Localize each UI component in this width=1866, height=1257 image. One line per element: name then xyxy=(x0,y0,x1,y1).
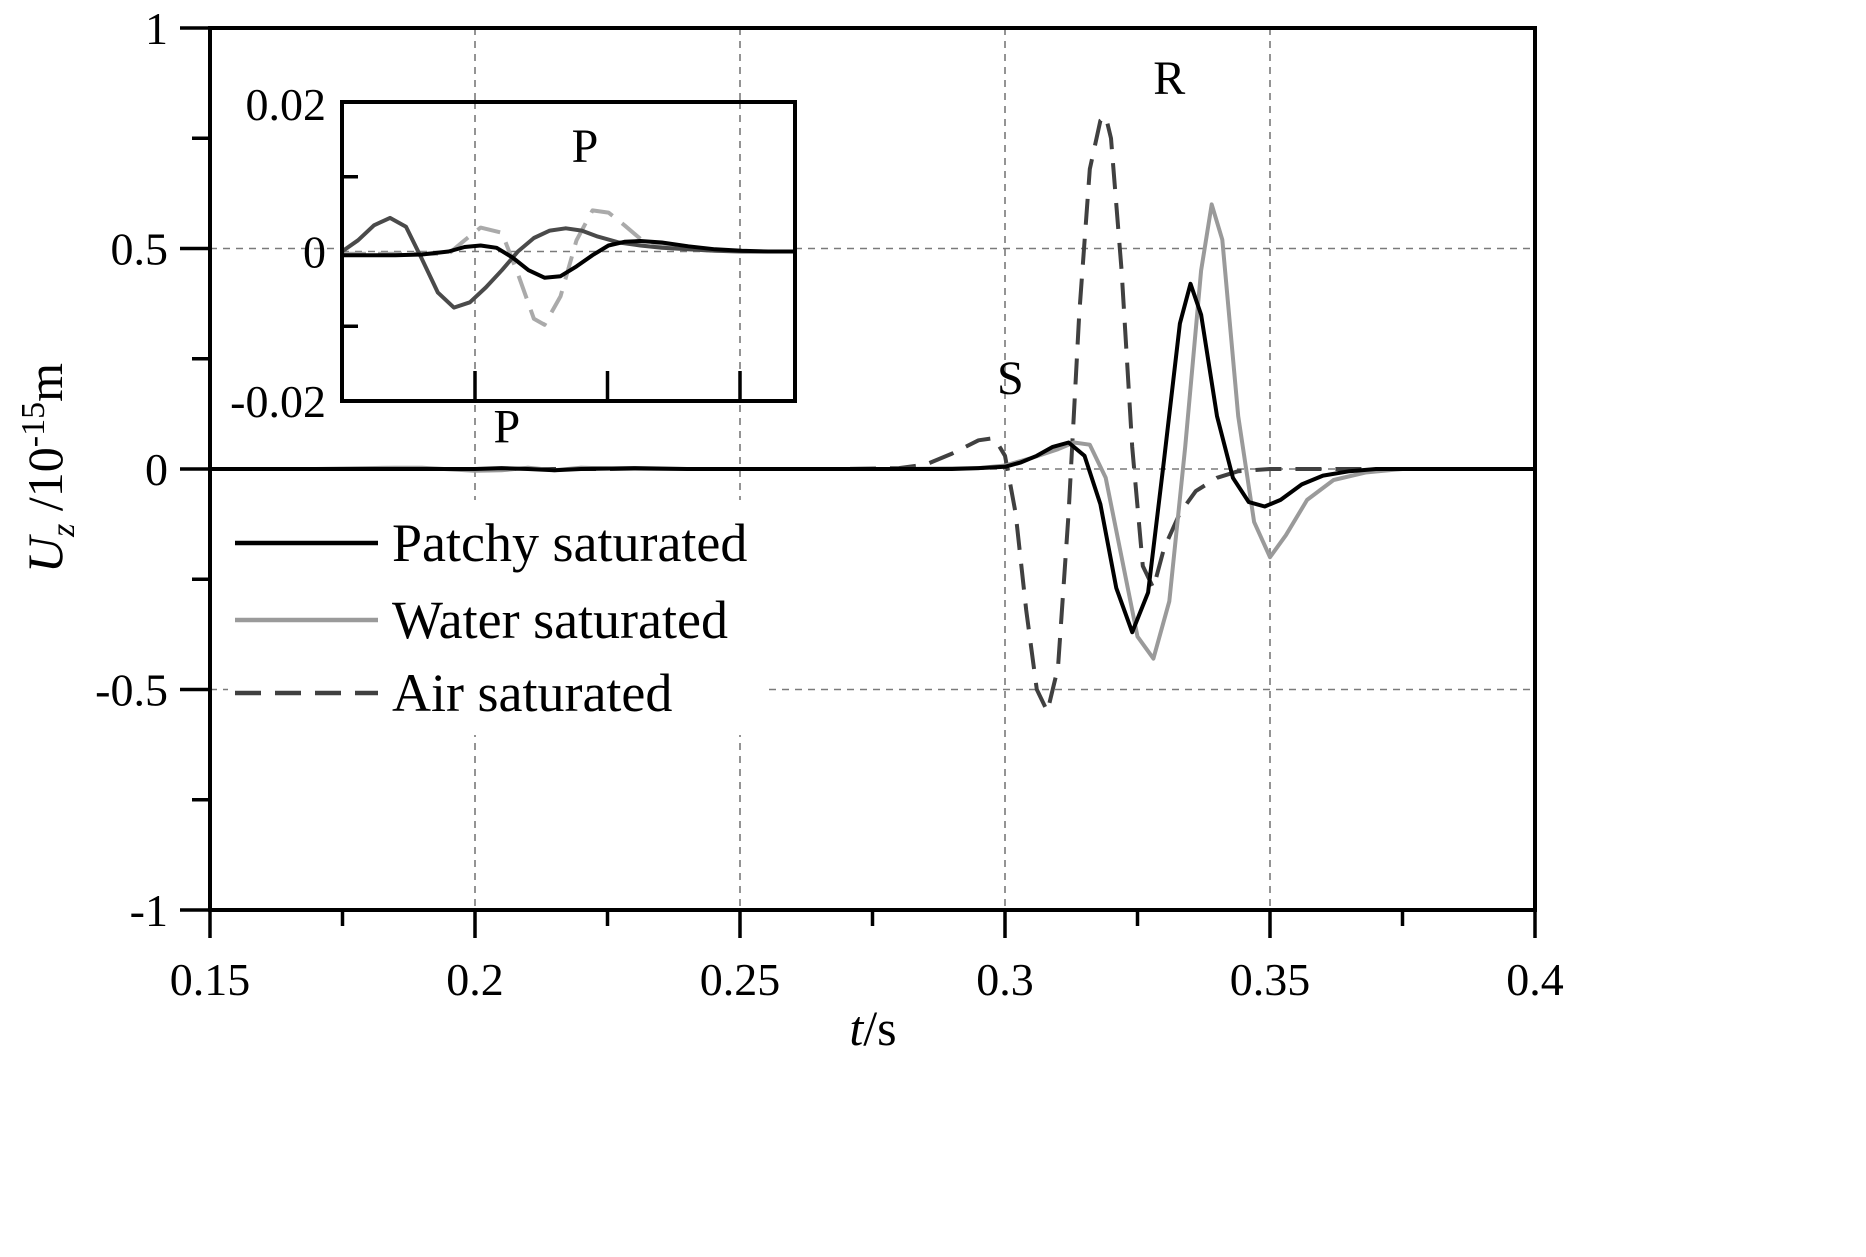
inset-frame xyxy=(340,100,797,403)
legend-item-patchy-saturated: Patchy saturated xyxy=(235,513,747,573)
inset-series xyxy=(340,208,795,327)
legend: Patchy saturated Water saturated Air satur… xyxy=(228,500,768,735)
legend-background xyxy=(228,500,768,735)
main-annotations: P S R xyxy=(493,52,1185,453)
annotation-s: S xyxy=(997,352,1024,405)
legend-label: Patchy saturated xyxy=(392,513,747,573)
x-tick-label: 0.35 xyxy=(1230,954,1311,1005)
inset-y-tick-label: 0 xyxy=(303,227,326,278)
inset-y-tick-label: -0.02 xyxy=(230,376,326,427)
main-ticks: 0.15 0.2 0.25 0.3 0.35 0.4 1 0.5 0 -0.5 -1 xyxy=(95,3,1564,1005)
legend-label: Air saturated xyxy=(392,663,672,723)
inset-y-tick-label: 0.02 xyxy=(246,79,327,130)
legend-item-water-saturated: Water saturated xyxy=(235,590,728,650)
y-tick-label: 0 xyxy=(145,444,168,495)
x-tick-label: 0.3 xyxy=(976,954,1034,1005)
x-tick-label: 0.15 xyxy=(170,954,251,1005)
inset-annotation-p: P xyxy=(572,120,599,173)
annotation-p: P xyxy=(493,401,520,454)
series-line-air-saturated xyxy=(210,114,1535,714)
legend-label: Water saturated xyxy=(392,590,728,650)
x-tick-label: 0.2 xyxy=(446,954,504,1005)
series-line-patchy-saturated xyxy=(210,281,1535,635)
x-axis-label: t/s xyxy=(849,1000,896,1056)
main-series xyxy=(210,114,1535,714)
y-tick-label: -0.5 xyxy=(95,665,168,716)
x-tick-label: 0.4 xyxy=(1506,954,1564,1005)
y-tick-label: -1 xyxy=(130,885,168,936)
inset-series-line-air-saturated xyxy=(340,215,795,310)
x-tick-label: 0.25 xyxy=(700,954,781,1005)
inset-chart: 0.02 0 -0.02 P xyxy=(230,79,797,427)
y-tick-label: 0.5 xyxy=(111,224,169,275)
inset-series-line-patchy-saturated xyxy=(342,239,795,280)
legend-item-air-saturated: Air saturated xyxy=(235,663,672,723)
y-tick-label: 1 xyxy=(145,3,168,54)
inset-ticks: 0.02 0 -0.02 xyxy=(230,79,742,427)
annotation-r: R xyxy=(1153,52,1185,105)
y-axis-label: Uz /10-15m xyxy=(15,363,82,573)
